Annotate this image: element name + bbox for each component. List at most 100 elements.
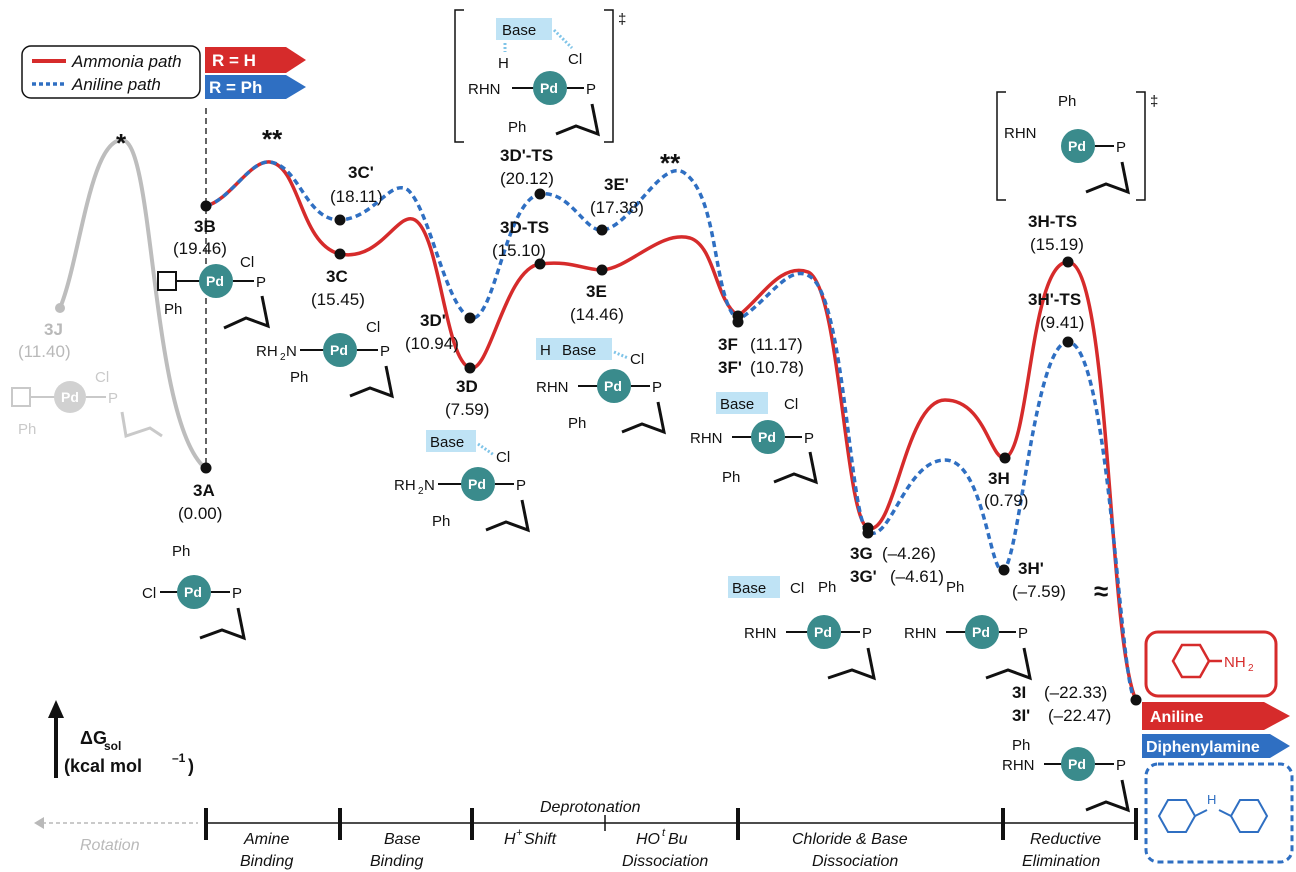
point-3Ep [596, 224, 608, 236]
state-labels: 3B (19.46) 3A (0.00) 3C' (18.11) 3C (15.… [173, 146, 1111, 725]
state-3F-energy: (11.17) [750, 335, 803, 354]
state-points [200, 188, 1142, 706]
structure-3F: Base Cl RHN Pd P Ph [690, 392, 818, 486]
structure-3D: Base Cl RH 2 N Pd P Ph [394, 430, 530, 533]
svg-text:Base: Base [430, 434, 464, 451]
stage-chloride-line1: Chloride & Base [792, 831, 908, 848]
svg-text:Base: Base [732, 580, 766, 597]
legend: Ammonia path Aniline path [21, 45, 201, 99]
point-3B [200, 200, 212, 212]
state-3B-name: 3B [194, 217, 216, 236]
structure-3E: H Base Cl RHN Pd P Ph [536, 338, 666, 435]
stage-base-binding-line2: Binding [370, 853, 423, 870]
state-3Gp-name: 3G' [850, 567, 877, 586]
point-3A [200, 462, 212, 474]
point-3C [334, 248, 346, 260]
state-3G-energy: (–4.26) [882, 544, 936, 563]
point-3Fp [732, 316, 744, 328]
svg-text:Cl: Cl [568, 51, 582, 68]
stage-hotbu-sup: t [662, 827, 666, 839]
state-3Ep-energy: (17.38) [590, 198, 644, 217]
svg-text:Ph: Ph [164, 301, 182, 318]
svg-text:P: P [516, 477, 526, 494]
svg-text:Pd: Pd [604, 378, 622, 394]
svg-text:RHN: RHN [468, 81, 501, 98]
svg-text:Pd: Pd [814, 624, 832, 640]
barrier-asterisks-2: ** [660, 148, 681, 178]
state-3Ip-energy: (–22.47) [1048, 706, 1111, 725]
state-3I-name: 3I [1012, 683, 1026, 702]
state-3DpTS-energy: (20.12) [500, 169, 554, 188]
state-3Cp-name: 3C' [348, 163, 374, 182]
svg-text:Ph: Ph [508, 119, 526, 136]
svg-text:RH: RH [256, 343, 278, 360]
svg-text:Ph: Ph [18, 421, 36, 438]
state-3Fp-energy: (10.78) [750, 358, 804, 377]
axis-units-exp: –1 [172, 751, 186, 765]
legend-ammonia-label: Ammonia path [71, 52, 182, 71]
svg-text:Ph: Ph [946, 579, 964, 596]
svg-text:Cl: Cl [95, 369, 109, 386]
diphenylamine-arrow [1142, 734, 1290, 758]
state-3Hp-name: 3H' [1018, 559, 1044, 578]
axis-units-tail: ) [188, 756, 194, 776]
svg-text:P: P [256, 274, 266, 291]
point-3DTS [534, 258, 546, 270]
point-3H [999, 452, 1011, 464]
svg-text:RHN: RHN [744, 625, 777, 642]
state-3E-name: 3E [586, 282, 607, 301]
state-3DTS-name: 3D-TS [500, 218, 549, 237]
structure-3DTS: ‡ Base Cl H RHN Pd P Ph [454, 9, 626, 143]
state-3H-name: 3H [988, 469, 1010, 488]
svg-text:N: N [286, 343, 297, 360]
stage-base-binding-line1: Base [384, 831, 421, 848]
svg-text:RH: RH [394, 477, 416, 494]
svg-text:RHN: RHN [536, 379, 569, 396]
svg-text:Ph: Ph [290, 369, 308, 386]
svg-text:P: P [1116, 139, 1126, 156]
rotation-path: * 3J (11.40) [18, 128, 207, 470]
svg-text:Ph: Ph [568, 415, 586, 432]
substituent-arrows: R = H R = Ph [205, 47, 306, 99]
point-3E [596, 264, 608, 276]
product-aniline-box: NH 2 [1144, 630, 1278, 698]
aniline-nh2-subscript: 2 [1248, 663, 1254, 674]
state-3D-energy: (7.59) [445, 400, 489, 419]
svg-text:P: P [1018, 625, 1028, 642]
stage-amine-binding-line1: Amine [243, 831, 289, 848]
state-3E-energy: (14.46) [570, 305, 624, 324]
stage-hotbu-line2: Dissociation [622, 853, 708, 870]
stage-hotbu-tail: Bu [668, 831, 688, 848]
stage-deprotonation: Deprotonation [540, 799, 641, 816]
point-3Dp [464, 312, 476, 324]
point-3Hp [998, 564, 1010, 576]
point-3Cp [334, 214, 346, 226]
structure-3HTS: ‡ Ph RHN Pd P [996, 91, 1158, 201]
svg-text:Pd: Pd [972, 624, 990, 640]
state-3HpTS-name: 3H'-TS [1028, 290, 1081, 309]
r-h-label: R = H [212, 51, 256, 70]
diphenylamine-nh-label: H [1207, 792, 1216, 807]
structure-3I: Ph RHN Pd P [1002, 737, 1130, 813]
stage-hotbu: HO [636, 831, 660, 848]
state-3F-name: 3F [718, 335, 738, 354]
stage-amine-binding-line2: Binding [240, 853, 293, 870]
svg-text:H: H [498, 55, 509, 72]
svg-text:Base: Base [720, 396, 754, 413]
aniline-path-curve [205, 160, 1138, 702]
state-3B-energy: (19.46) [173, 239, 227, 258]
axis-label-sub: sol [104, 739, 121, 753]
state-3H-energy: (0.79) [984, 491, 1028, 510]
axis-units: (kcal mol [64, 756, 142, 776]
state-3D-name: 3D [456, 377, 478, 396]
svg-text:Cl: Cl [790, 580, 804, 597]
svg-text:Cl: Cl [630, 351, 644, 368]
svg-text:Pd: Pd [468, 476, 486, 492]
svg-text:Pd: Pd [184, 584, 202, 600]
svg-text:‡: ‡ [618, 11, 626, 28]
state-3J-name: 3J [44, 320, 63, 339]
stage-rotation: Rotation [80, 837, 140, 854]
svg-text:N: N [424, 477, 435, 494]
svg-text:Cl: Cl [142, 585, 156, 602]
